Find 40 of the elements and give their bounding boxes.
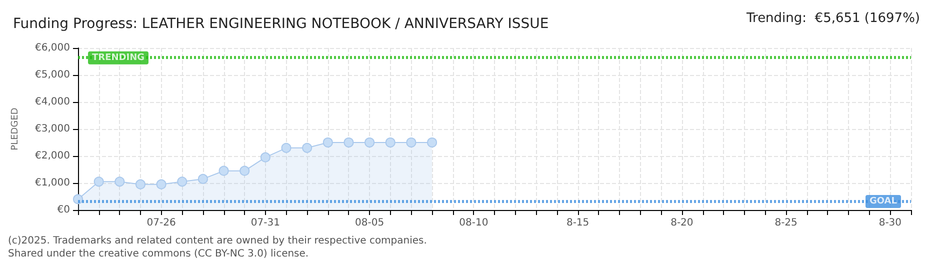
point [260,152,270,162]
y-tick-label: €1,000 [35,178,70,188]
x-tick-label: 8-30 [878,218,902,228]
y-tick-label: €0 [57,204,70,216]
point [364,138,375,148]
x-tick-label: 8-20 [670,218,694,228]
point [281,142,292,153]
chart-title: Funding Progress: LEATHER ENGINEERING NOTEBOOK / ANNIVERSARY ISSUE [13,16,549,32]
y-tick-label: €4,000 [35,96,70,108]
point [177,176,188,187]
point [406,138,416,148]
text: Shared under the creative commons (CC BY-NC 3.0) license. [8,248,309,260]
point [73,194,83,204]
y-tick-label: €3,000 [35,124,70,134]
text: (c)2025. Trademarks and related content are owned by their respective companies. [8,236,427,246]
point [198,174,208,184]
point [218,166,229,176]
y-tick-label: €2,000 [35,150,70,162]
point [385,138,396,148]
y-tick-label: €6,000 [35,42,70,54]
point [94,176,104,187]
point [240,166,250,176]
point [302,142,312,153]
x-tick-label: 07-26 [146,218,176,228]
ref-line-label: TRENDING [92,52,144,63]
point [322,138,333,148]
y-tick-label: €5,000 [35,70,70,80]
x-tick-label: 07-31 [250,218,280,228]
point [135,179,146,190]
x-tick-label: 8-25 [774,218,798,228]
x-tick-label: 08-05 [355,218,384,228]
point [427,138,438,148]
y-axis-title: PLEDGED [10,108,20,150]
point [114,176,125,187]
text: Trending: €5,651 (1697%) [745,11,920,26]
point [156,179,166,190]
ref-line-label: GOAL [870,196,898,207]
point [344,138,354,148]
x-tick-label: 08-10 [459,218,488,228]
x-tick-label: 8-15 [566,218,590,228]
